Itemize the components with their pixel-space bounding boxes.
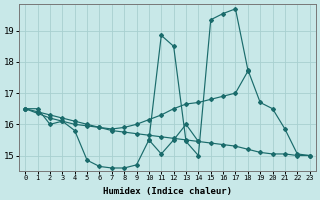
- X-axis label: Humidex (Indice chaleur): Humidex (Indice chaleur): [103, 187, 232, 196]
